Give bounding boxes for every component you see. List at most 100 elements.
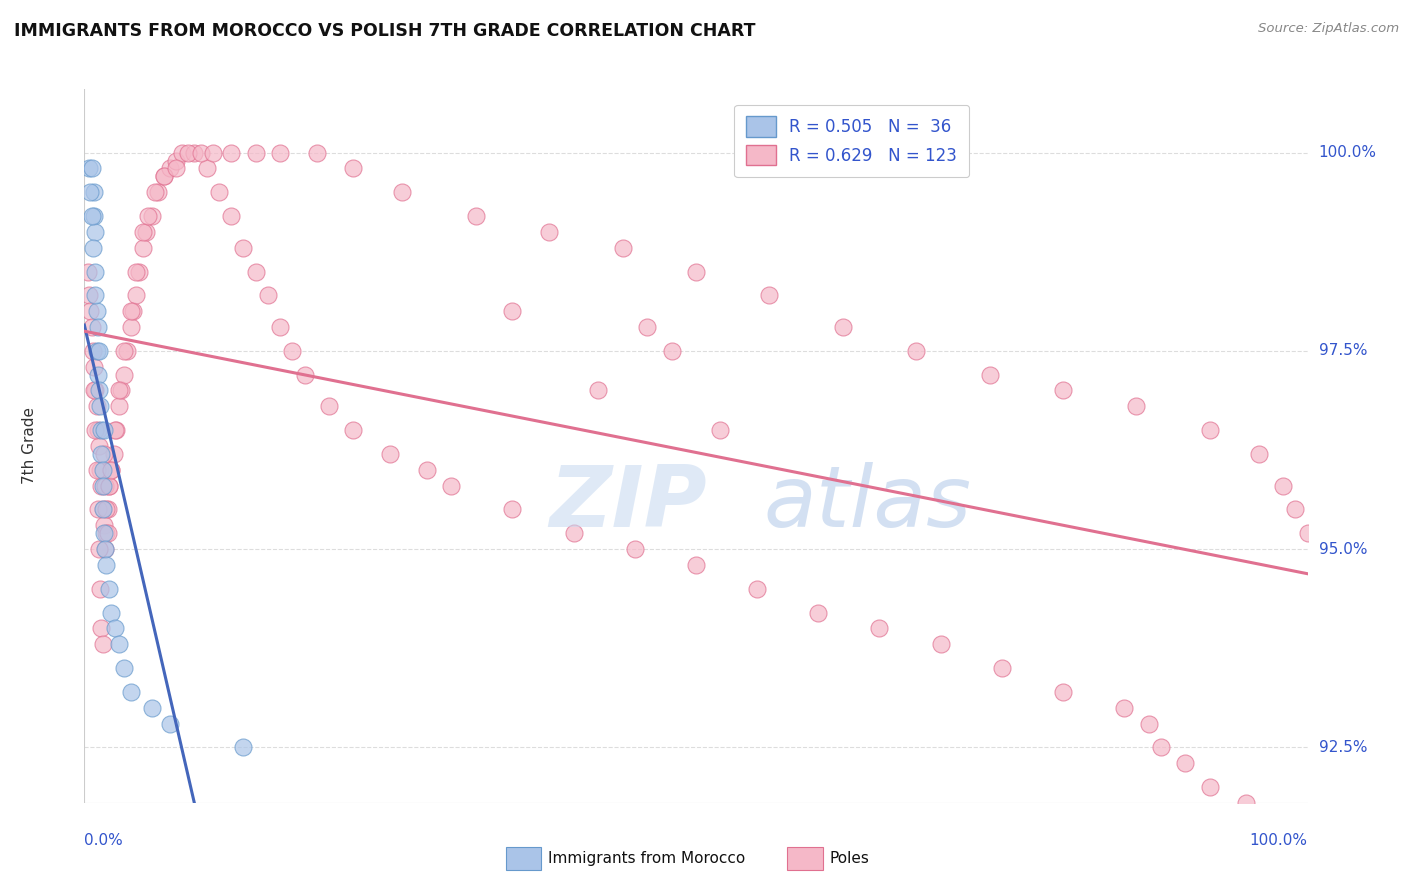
Point: [1125, 400, 1147, 414]
Point: [93, 447, 115, 461]
Text: 100.0%: 100.0%: [1319, 145, 1376, 161]
Point: [165, 153, 187, 168]
Point: [87, 542, 110, 557]
Text: atlas: atlas: [763, 461, 972, 545]
Point: [416, 463, 439, 477]
Point: [87, 343, 110, 358]
Point: [82, 241, 104, 255]
Point: [110, 384, 132, 398]
Point: [125, 288, 148, 302]
Point: [84, 225, 107, 239]
Point: [91, 637, 114, 651]
Point: [83, 186, 105, 200]
Point: [245, 264, 267, 278]
Point: [146, 186, 169, 200]
Point: [86, 400, 108, 414]
Point: [107, 400, 129, 414]
Point: [1272, 478, 1295, 492]
Point: [1284, 502, 1306, 516]
Point: [87, 502, 110, 516]
Point: [1296, 526, 1319, 541]
Point: [128, 264, 150, 278]
Point: [141, 209, 163, 223]
Point: [153, 169, 176, 184]
Point: [281, 343, 304, 358]
Point: [87, 384, 110, 398]
Point: [94, 542, 117, 557]
Point: [153, 169, 176, 184]
Point: [91, 502, 114, 516]
Point: [172, 145, 194, 160]
Point: [342, 423, 364, 437]
Legend: R = 0.505   N =  36, R = 0.629   N = 123: R = 0.505 N = 36, R = 0.629 N = 123: [734, 104, 969, 177]
Text: IMMIGRANTS FROM MOROCCO VS POLISH 7TH GRADE CORRELATION CHART: IMMIGRANTS FROM MOROCCO VS POLISH 7TH GR…: [14, 22, 755, 40]
Point: [1137, 716, 1160, 731]
Point: [77, 161, 100, 176]
Point: [208, 186, 231, 200]
Text: 100.0%: 100.0%: [1250, 833, 1308, 848]
Point: [97, 582, 120, 596]
Point: [77, 288, 100, 302]
Point: [82, 343, 104, 358]
Point: [97, 502, 120, 516]
Point: [79, 186, 101, 200]
Point: [1234, 796, 1257, 810]
Point: [257, 288, 280, 302]
Point: [1150, 740, 1173, 755]
Point: [219, 145, 242, 160]
Point: [624, 542, 647, 557]
Point: [195, 161, 218, 176]
Point: [84, 384, 107, 398]
Point: [94, 478, 117, 492]
Point: [115, 343, 138, 358]
Point: [112, 343, 135, 358]
Point: [87, 320, 110, 334]
Point: [391, 186, 413, 200]
Point: [107, 637, 129, 651]
Point: [93, 518, 115, 533]
Text: 0.0%: 0.0%: [84, 833, 124, 848]
Point: [1052, 384, 1074, 398]
Point: [245, 145, 267, 160]
Point: [89, 582, 111, 596]
Point: [165, 161, 187, 176]
Point: [84, 264, 107, 278]
Point: [105, 423, 128, 437]
Point: [305, 145, 328, 160]
Point: [87, 439, 110, 453]
Point: [905, 343, 928, 358]
Point: [122, 304, 145, 318]
Point: [87, 368, 110, 382]
Point: [1174, 756, 1197, 771]
Point: [90, 478, 112, 492]
Point: [380, 447, 402, 461]
Point: [501, 304, 523, 318]
Point: [232, 241, 254, 255]
Point: [104, 423, 127, 437]
Point: [91, 463, 114, 477]
Point: [100, 463, 122, 477]
Point: [685, 264, 707, 278]
Point: [831, 320, 853, 334]
Text: 97.5%: 97.5%: [1319, 343, 1367, 359]
Point: [136, 209, 159, 223]
Point: [201, 145, 224, 160]
Point: [94, 542, 117, 557]
Point: [758, 288, 780, 302]
Point: [79, 304, 101, 318]
Point: [562, 526, 585, 541]
Point: [979, 368, 1001, 382]
Point: [103, 447, 125, 461]
Point: [84, 423, 107, 437]
Point: [112, 661, 135, 675]
Point: [83, 209, 105, 223]
Point: [97, 526, 120, 541]
Point: [538, 225, 561, 239]
Point: [100, 606, 122, 620]
Point: [83, 359, 105, 374]
Point: [294, 368, 316, 382]
Point: [97, 478, 120, 492]
Point: [143, 186, 166, 200]
Point: [1198, 423, 1220, 437]
Point: [104, 621, 127, 635]
